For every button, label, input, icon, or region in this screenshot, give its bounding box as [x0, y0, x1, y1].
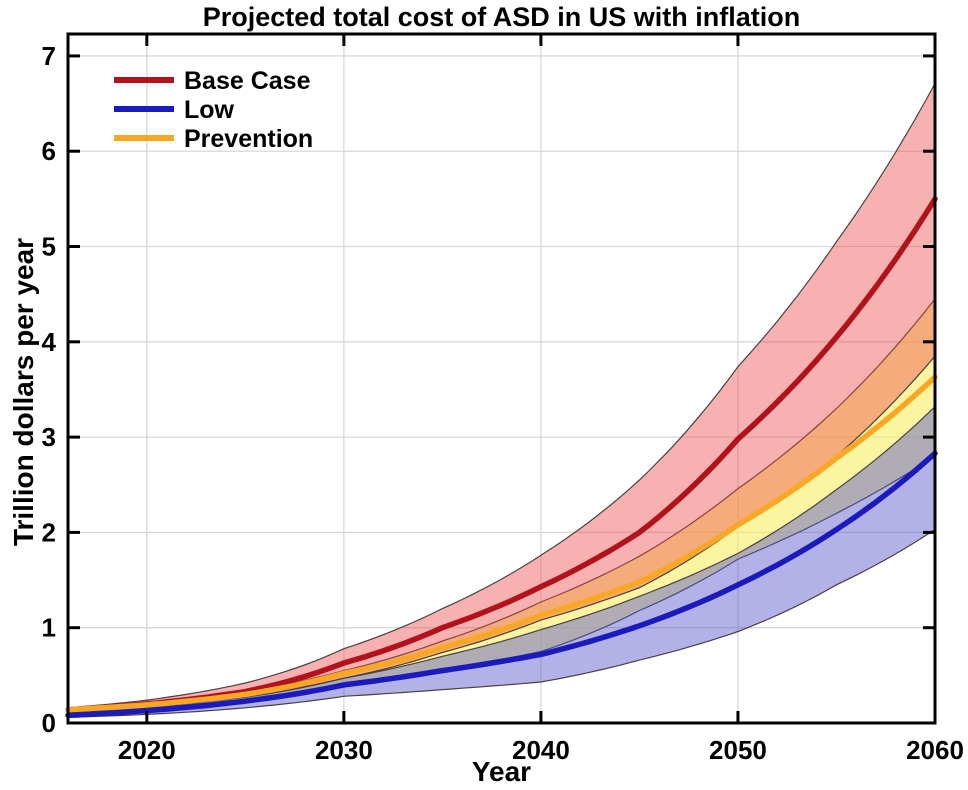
tick-label-y-6: 6	[42, 136, 56, 166]
tick-label-x-2060: 2060	[906, 735, 964, 765]
legend-label-low: Low	[184, 96, 235, 124]
x-axis-label: Year	[471, 756, 532, 787]
legend-label-base-case: Base Case	[184, 67, 311, 95]
tick-label-y-7: 7	[42, 41, 56, 71]
prevention-line	[65, 374, 938, 713]
tick-label-y-1: 1	[42, 613, 56, 643]
tick-label-y-0: 0	[42, 708, 56, 738]
low-line	[65, 450, 938, 719]
legend-label-prevention: Prevention	[184, 125, 313, 153]
tick-label-x-2020: 2020	[118, 735, 176, 765]
tick-label-x-2030: 2030	[315, 735, 373, 765]
tick-label-x-2050: 2050	[709, 735, 767, 765]
y-axis-label: Trillion dollars per year	[8, 237, 39, 547]
tick-label-y-4: 4	[42, 327, 57, 357]
tick-label-y-5: 5	[42, 232, 56, 262]
plot-frame	[66, 32, 937, 725]
base-case-band	[67, 83, 936, 713]
tick-label-y-2: 2	[42, 517, 56, 547]
chart-title: Projected total cost of ASD in US with i…	[202, 2, 801, 32]
tick-label-x-2040: 2040	[512, 735, 570, 765]
tick-label-y-3: 3	[42, 422, 56, 452]
